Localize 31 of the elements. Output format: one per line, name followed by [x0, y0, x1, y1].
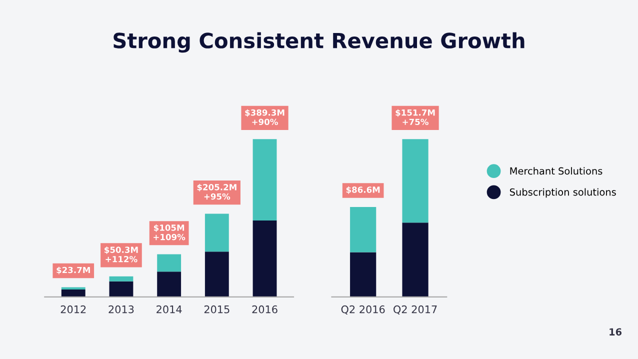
bar — [61, 289, 86, 297]
bar — [204, 252, 229, 297]
annotation: $23.7M — [56, 266, 90, 274]
text: 16 — [610, 328, 622, 336]
bar — [109, 281, 134, 297]
bar — [109, 276, 134, 282]
bar — [350, 206, 376, 252]
annotation: $50.3M +112% — [104, 246, 138, 262]
annotation: $205.2M +95% — [197, 184, 236, 200]
bar — [350, 252, 376, 297]
bar — [157, 272, 182, 297]
x-tick-label: Q2 2016 — [341, 305, 385, 314]
annotation: $151.7M +75% — [396, 109, 435, 126]
legend-label: Merchant Solutions — [510, 167, 602, 175]
annotation: $389.3M +90% — [245, 109, 284, 126]
x-tick-label: 2015 — [204, 305, 230, 314]
bar — [252, 220, 277, 297]
bar — [157, 254, 182, 272]
x-tick-label: 2016 — [252, 305, 278, 314]
bar — [252, 139, 277, 221]
annotation: $105M +109% — [154, 224, 186, 240]
bar — [402, 222, 428, 297]
x-tick-label: 2013 — [108, 305, 134, 314]
bar — [402, 139, 428, 223]
legend-label: Subscription solutions — [510, 188, 616, 198]
x-tick-label: 2012 — [60, 305, 86, 314]
x-tick-label: Q2 2017 — [394, 305, 437, 314]
bar — [204, 214, 229, 252]
x-tick-label: 2014 — [156, 305, 182, 314]
chart-title: Strong Consistent Revenue Growth — [114, 32, 524, 53]
annotation: $86.6M — [346, 186, 380, 194]
